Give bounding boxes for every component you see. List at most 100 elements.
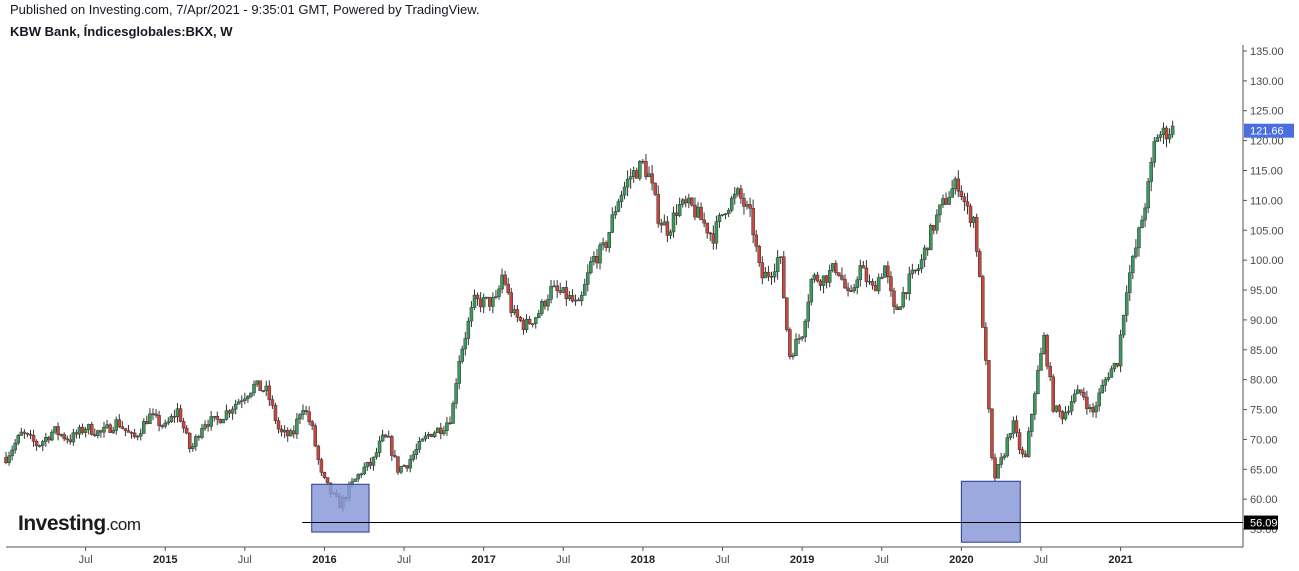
candle [175, 403, 180, 423]
candle [34, 439, 39, 451]
candle [270, 395, 275, 410]
candle [1023, 450, 1028, 458]
candle [325, 477, 330, 484]
candle [886, 261, 890, 284]
candle [509, 287, 513, 318]
candle [1014, 415, 1019, 438]
candle [702, 212, 706, 228]
y-tick-label: 75.00 [1250, 405, 1278, 417]
candle [830, 262, 835, 273]
y-tick-label: 135.00 [1250, 46, 1284, 58]
candle [313, 423, 318, 448]
candle [809, 277, 814, 306]
candle [1131, 254, 1135, 280]
candle [622, 181, 627, 200]
candle [1017, 428, 1022, 455]
candle [1051, 374, 1055, 413]
candle [310, 420, 314, 430]
candle [650, 164, 654, 191]
candle [123, 428, 128, 437]
candle [552, 280, 556, 288]
candle [1008, 432, 1013, 441]
candle [1020, 446, 1025, 458]
candle [454, 378, 458, 409]
candle [1109, 365, 1114, 378]
candle [77, 424, 82, 439]
candle [31, 429, 36, 447]
investing-logo: Investing.com [18, 512, 141, 536]
candle [1097, 387, 1101, 412]
candle [570, 289, 575, 303]
candle [876, 273, 881, 295]
candle [236, 398, 241, 405]
candle [429, 433, 434, 438]
candle [99, 429, 103, 438]
candle [855, 276, 859, 295]
candle [243, 392, 247, 405]
candle [276, 417, 281, 434]
candle [610, 207, 615, 234]
candle [154, 409, 158, 418]
x-tick-label: 2019 [790, 554, 814, 566]
candle [668, 229, 673, 240]
candle [1100, 379, 1104, 394]
candle [895, 303, 899, 310]
candle [230, 406, 235, 420]
y-tick-label: 130.00 [1250, 76, 1284, 88]
candle [178, 404, 183, 423]
candle [129, 431, 134, 439]
y-tick-label: 105.00 [1250, 225, 1284, 237]
candle [246, 394, 250, 403]
candle [71, 428, 76, 446]
candle [289, 428, 293, 437]
candle [215, 411, 220, 425]
candle [604, 240, 608, 252]
candle [1164, 125, 1169, 148]
candle [4, 452, 8, 465]
candle [947, 191, 951, 206]
candle [1060, 409, 1065, 425]
last-price-label: 121.66 [1250, 126, 1284, 138]
candle [595, 248, 599, 269]
candle [221, 418, 226, 424]
candle [1134, 239, 1138, 259]
candle [711, 225, 716, 250]
candle [938, 204, 942, 223]
candle [515, 305, 520, 323]
candle [898, 306, 902, 310]
candle [745, 200, 749, 210]
y-tick-label: 60.00 [1250, 494, 1278, 506]
candle [751, 199, 755, 244]
candle [785, 297, 789, 332]
candle [540, 299, 544, 316]
candle [662, 214, 667, 226]
candle [993, 453, 997, 482]
candle [910, 263, 915, 279]
candle [65, 435, 69, 444]
price-axis[interactable]: 135.00 130.00 125.00 120.00 115.00 110.00 105.… [1243, 46, 1284, 536]
candle [794, 333, 798, 357]
candle [671, 206, 676, 238]
candle [631, 166, 636, 183]
candle [405, 464, 409, 472]
candle [665, 216, 670, 243]
candle [497, 285, 501, 300]
candle [1042, 332, 1046, 355]
candle [126, 424, 131, 433]
candle [619, 190, 624, 208]
candle [102, 421, 106, 438]
time-axis[interactable]: Jul 2015 Jul 2016 Jul 2017 Jul 2018 Jul 2019 Jul 20… [79, 547, 1133, 566]
candle [729, 195, 734, 213]
candle [974, 213, 979, 257]
candle [690, 197, 694, 207]
candle [935, 209, 939, 235]
candle [197, 434, 201, 441]
y-tick-label: 110.00 [1250, 195, 1283, 207]
candle [353, 478, 357, 482]
candle [380, 429, 385, 443]
x-tick-label: 2016 [312, 554, 336, 566]
candle [736, 186, 740, 197]
candle [788, 327, 792, 360]
candle [460, 345, 464, 364]
